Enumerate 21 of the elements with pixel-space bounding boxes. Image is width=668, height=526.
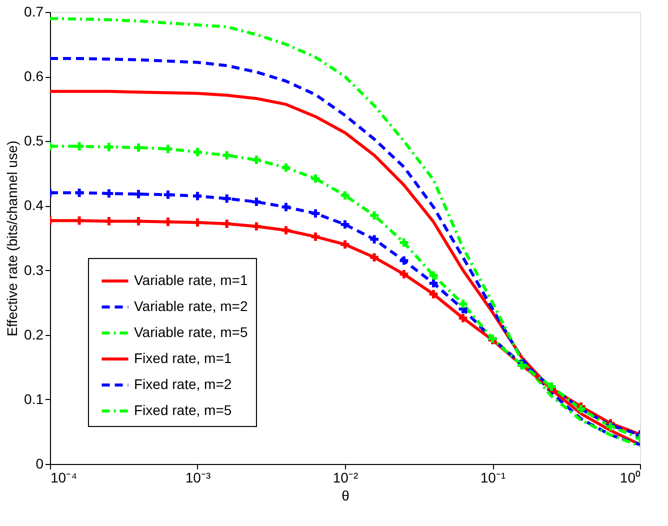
legend-label: Variable rate, m=5 (134, 324, 248, 340)
y-tick-label: 0.2 (24, 326, 44, 342)
legend-label: Fixed rate, m=2 (134, 376, 232, 392)
legend-label: Fixed rate, m=1 (134, 350, 232, 366)
y-tick-label: 0 (36, 456, 44, 472)
x-axis-title: θ (342, 488, 350, 504)
y-tick-label: 0.6 (24, 68, 44, 84)
y-tick-label: 0.4 (24, 197, 44, 214)
legend-label: Variable rate, m=2 (134, 298, 248, 314)
legend-label: Variable rate, m=1 (134, 272, 248, 288)
x-tick-label: 10⁻² (332, 470, 358, 486)
x-tick-label: 10⁻⁴ (50, 470, 78, 486)
legend-label: Fixed rate, m=5 (134, 402, 232, 418)
x-tick-label: 10⁻³ (185, 470, 211, 486)
y-axis-title: Effective rate (bits/channel use) (4, 140, 20, 336)
x-tick-label: 10⁰ (620, 470, 640, 486)
y-tick-label: 0.5 (24, 132, 44, 149)
y-tick-label: 0.3 (24, 262, 44, 278)
y-tick-label: 0.1 (24, 390, 44, 407)
y-tick-label: 0.7 (24, 4, 44, 20)
x-tick-label: 10⁻¹ (480, 470, 506, 486)
